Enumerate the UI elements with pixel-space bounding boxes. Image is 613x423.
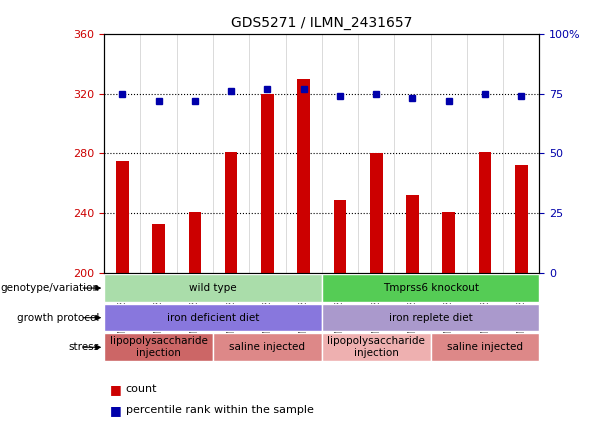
Text: iron replete diet: iron replete diet	[389, 313, 473, 323]
Bar	[322, 274, 539, 302]
Text: lipopolysaccharide
injection: lipopolysaccharide injection	[110, 336, 208, 358]
Text: growth protocol: growth protocol	[18, 313, 100, 323]
Bar	[116, 161, 129, 273]
Bar	[104, 274, 322, 302]
Text: lipopolysaccharide
injection: lipopolysaccharide injection	[327, 336, 425, 358]
Text: ■: ■	[110, 404, 122, 417]
Text: genotype/variation: genotype/variation	[1, 283, 100, 293]
Bar	[104, 304, 322, 332]
Bar	[479, 152, 492, 273]
Text: count: count	[126, 384, 157, 394]
Bar	[515, 165, 528, 273]
Text: saline injected: saline injected	[229, 342, 305, 352]
Bar	[406, 195, 419, 273]
Title: GDS5271 / ILMN_2431657: GDS5271 / ILMN_2431657	[231, 16, 413, 30]
Text: Tmprss6 knockout: Tmprss6 knockout	[383, 283, 479, 293]
Bar	[333, 200, 346, 273]
Bar	[213, 333, 322, 361]
Bar	[104, 333, 213, 361]
Bar	[370, 153, 383, 273]
Text: ■: ■	[110, 383, 122, 396]
Bar	[225, 152, 237, 273]
Bar	[297, 79, 310, 273]
Text: wild type: wild type	[189, 283, 237, 293]
Text: saline injected: saline injected	[447, 342, 523, 352]
Text: percentile rank within the sample: percentile rank within the sample	[126, 405, 313, 415]
Text: stress: stress	[69, 342, 100, 352]
Bar	[189, 212, 201, 273]
Bar	[322, 333, 430, 361]
Bar	[322, 304, 539, 332]
Bar	[443, 212, 455, 273]
Bar	[152, 223, 165, 273]
Text: iron deficient diet: iron deficient diet	[167, 313, 259, 323]
Bar	[261, 93, 274, 273]
Bar	[430, 333, 539, 361]
